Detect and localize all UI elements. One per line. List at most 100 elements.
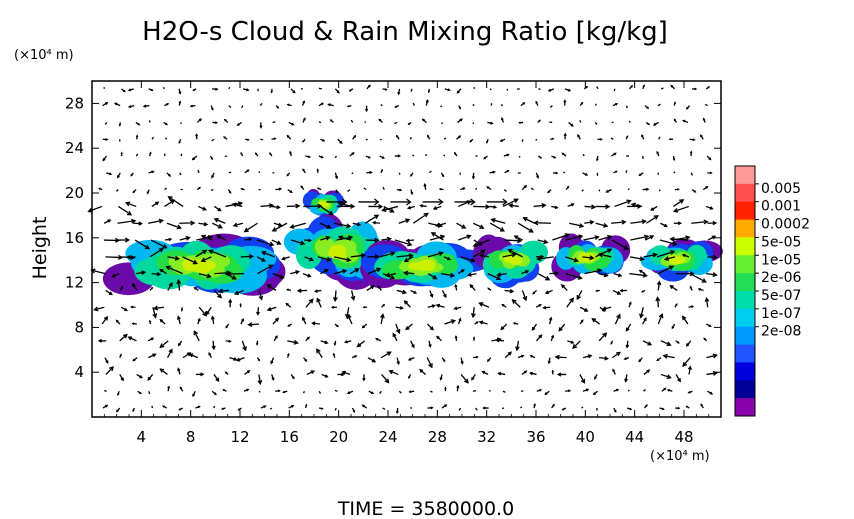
wind-vector (623, 357, 630, 360)
wind-vector (435, 303, 445, 308)
wind-vector (365, 155, 371, 159)
wind-vector (266, 306, 277, 312)
wind-vector (457, 118, 463, 123)
wind-vector (351, 172, 354, 175)
wind-vector (518, 121, 524, 124)
wind-vector (256, 357, 260, 362)
wind-vector (394, 239, 413, 247)
wind-vector (198, 306, 208, 317)
wind-vector (281, 256, 290, 261)
wind-vector (547, 88, 555, 92)
wind-vector (536, 389, 543, 392)
wind-vector-field (87, 84, 719, 415)
wind-vector (362, 305, 368, 309)
wind-vector (192, 390, 196, 398)
wind-vector (500, 323, 508, 331)
wind-vector (504, 169, 510, 174)
wind-vector (441, 290, 447, 299)
wind-vector (660, 87, 664, 90)
x-tick-label: 32 (477, 428, 496, 446)
wind-vector (675, 406, 681, 410)
wind-vector (197, 169, 200, 174)
wind-vector (673, 118, 678, 123)
wind-vector (213, 405, 216, 409)
wind-vector (706, 272, 718, 278)
wind-vector (628, 85, 634, 90)
wind-vector (457, 317, 462, 325)
wind-vector (432, 205, 442, 211)
wind-vector (351, 355, 358, 359)
wind-vector (572, 340, 581, 350)
wind-vector (579, 101, 584, 107)
wind-vector (103, 237, 121, 243)
wind-vector (520, 102, 526, 107)
wind-vector (630, 219, 647, 225)
wind-vector (533, 403, 536, 409)
wind-vector (656, 250, 676, 258)
wind-vector (454, 198, 476, 206)
wind-vector (466, 272, 477, 277)
colorbar-swatch (735, 291, 755, 310)
wind-vector (441, 122, 443, 125)
wind-vector (707, 220, 718, 226)
wind-vector (148, 319, 152, 325)
wind-vector (579, 306, 589, 312)
wind-vector (507, 248, 523, 258)
wind-vector (406, 205, 415, 210)
wind-vector (503, 189, 507, 192)
wind-vector (689, 150, 693, 157)
wind-vector (379, 390, 382, 395)
wind-vector (167, 385, 171, 392)
wind-vector (327, 103, 334, 107)
wind-vector (367, 357, 377, 363)
wind-vector (412, 154, 415, 157)
wind-vector (567, 203, 575, 208)
wind-vector (177, 367, 181, 375)
wind-vector (395, 134, 400, 140)
wind-vector (687, 365, 692, 375)
wind-vector (707, 390, 714, 395)
wind-vector (610, 137, 614, 140)
colorbar-swatch (735, 201, 755, 221)
wind-vector (286, 352, 290, 358)
wind-vector (515, 340, 520, 352)
wind-vector (290, 374, 295, 380)
wind-vector (394, 121, 398, 125)
wind-vector (319, 222, 332, 229)
wind-vector (613, 88, 616, 92)
wind-vector (235, 357, 245, 362)
wind-vector (196, 118, 202, 123)
wind-vector (395, 323, 401, 335)
wind-vector (191, 155, 198, 161)
wind-vector (287, 189, 293, 194)
wind-vector (320, 235, 331, 241)
wind-vector (619, 288, 627, 293)
wind-vector (326, 198, 348, 206)
wind-vector (673, 199, 685, 207)
wind-vector (334, 155, 337, 159)
wind-vector (659, 407, 665, 411)
wind-vector (189, 104, 196, 108)
wind-vector (657, 313, 664, 325)
wind-vector (674, 303, 678, 308)
wind-vector (337, 235, 352, 241)
wind-vector (591, 318, 601, 325)
wind-vector (569, 222, 585, 229)
wind-vector (379, 155, 385, 159)
wind-vector (660, 340, 672, 347)
wind-vector (535, 138, 538, 141)
wind-vector (226, 271, 244, 277)
colorbar-label: 1e-07 (761, 306, 801, 322)
wind-vector (193, 330, 200, 342)
wind-vector (408, 390, 415, 394)
wind-vector (495, 338, 505, 343)
wind-vector (547, 357, 551, 365)
wind-vector (628, 301, 632, 308)
wind-vector (228, 105, 232, 109)
x-tick-label: 4 (137, 428, 147, 446)
wind-vector (208, 352, 213, 358)
wind-vector (625, 105, 628, 109)
wind-vector (438, 187, 444, 191)
wind-vector (333, 268, 348, 275)
wind-vector (403, 300, 411, 308)
